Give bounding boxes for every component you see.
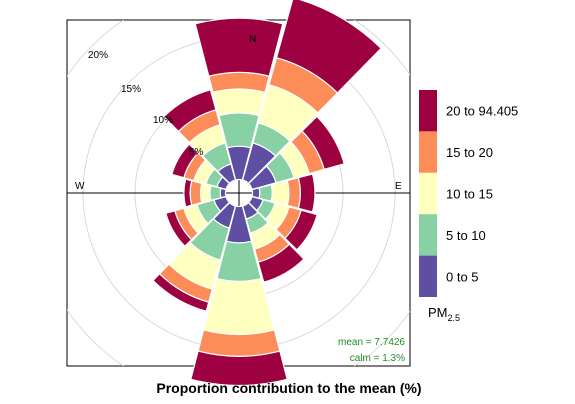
wedge-210deg-bin-4 — [152, 273, 210, 312]
mean-annotation: mean = 7.7426 — [338, 337, 405, 348]
radial-tick-label: 5% — [189, 147, 204, 158]
wedge-270deg-bin-2 — [199, 182, 212, 204]
calm-annotation: calm = 1.3% — [350, 353, 405, 364]
legend-title: PM2.5 — [428, 305, 460, 323]
wedge-0deg-bin-3 — [208, 71, 270, 94]
legend-label-0: 0 to 5 — [446, 269, 479, 284]
legend-label-3: 15 to 20 — [446, 145, 493, 160]
wind-wedges — [152, 0, 382, 386]
legend-title-subscript: 2.5 — [448, 313, 461, 323]
legend-label-1: 5 to 10 — [446, 228, 486, 243]
legend-swatch-0 — [419, 255, 437, 297]
wedge-180deg-bin-4 — [190, 350, 288, 386]
radial-tick-label: 10% — [153, 115, 173, 126]
wedge-120deg-bin-4 — [284, 209, 318, 251]
wedge-150deg-bin-4 — [257, 243, 305, 283]
wedge-330deg-bin-4 — [163, 89, 217, 133]
wedge-60deg-bin-4 — [301, 115, 345, 171]
wedge-90deg-bin-3 — [286, 176, 301, 210]
wedge-270deg-bin-3 — [189, 180, 203, 206]
wedge-240deg-bin-4 — [165, 210, 193, 248]
east-label: E — [395, 181, 402, 192]
chart-title: Proportion contribution to the mean (%) — [156, 380, 421, 396]
wedge-180deg-bin-2 — [202, 277, 276, 336]
wedge-90deg-bin-2 — [270, 179, 290, 207]
wedge-0deg-bin-2 — [212, 88, 266, 117]
legend-swatch-3 — [419, 131, 437, 173]
wedge-270deg-bin-4 — [183, 178, 193, 208]
wedge-30deg-bin-4 — [275, 0, 382, 94]
radial-tick-label: 15% — [121, 84, 141, 95]
legend-swatch-1 — [419, 214, 437, 256]
legend-label-4: 20 to 94.405 — [446, 104, 518, 119]
wedge-0deg-bin-4 — [194, 17, 284, 77]
legend-title-main: PM — [428, 305, 448, 320]
legend-swatch-2 — [419, 172, 437, 215]
radial-tick-label: 20% — [88, 50, 108, 61]
north-label: N — [249, 34, 256, 45]
west-label: W — [75, 181, 85, 192]
legend: 20 to 94.405 15 to 20 10 to 15 5 to 10 0 to … — [419, 90, 518, 297]
radial-tick-labels: 5% 10% 15% 20% — [88, 50, 203, 158]
legend-label-2: 10 to 15 — [446, 187, 493, 202]
legend-swatch-4 — [419, 90, 437, 132]
wedge-300deg-bin-4 — [171, 143, 200, 179]
wedge-90deg-bin-4 — [297, 173, 316, 213]
